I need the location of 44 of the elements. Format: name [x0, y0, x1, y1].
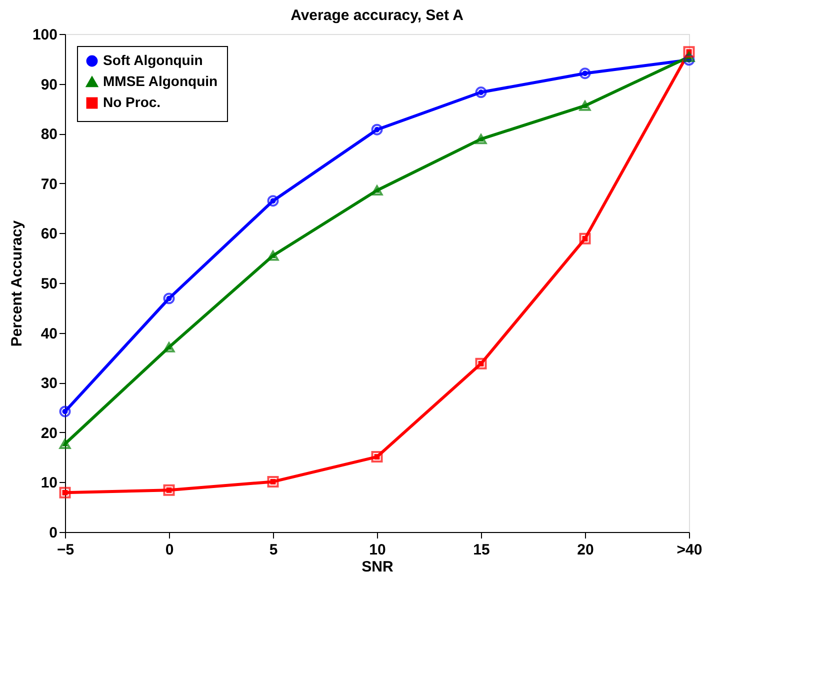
y-tick-label: 20 [40, 424, 58, 442]
y-tick-label: 50 [40, 276, 58, 292]
legend-label: MMSE Algonquin [103, 73, 218, 89]
y-tick-label: 40 [40, 325, 58, 342]
point [579, 100, 591, 111]
point [579, 232, 591, 244]
y-axis-title: Percent Accuracy [8, 220, 26, 347]
point [163, 342, 175, 352]
x-tick-label: >40 [676, 542, 702, 558]
y-tick-label: 0 [49, 524, 58, 542]
point [267, 195, 279, 207]
point [683, 52, 695, 62]
point [475, 358, 487, 370]
point [59, 438, 71, 449]
point [371, 185, 383, 196]
point [163, 292, 175, 304]
point [475, 134, 487, 144]
point [59, 486, 71, 498]
x-tick-label: −5 [56, 542, 74, 558]
point [579, 68, 591, 80]
legend-label: Soft Algonquin [103, 52, 203, 68]
y-tick-label: 30 [40, 375, 58, 392]
point [267, 250, 279, 261]
point [371, 124, 383, 136]
x-axis-title: SNR [362, 558, 394, 576]
legend-label: No Proc. [103, 94, 161, 110]
y-tick-label: 10 [40, 474, 58, 492]
point [163, 484, 175, 496]
x-tick-label: 20 [577, 542, 594, 558]
y-tick-label: 100 [32, 26, 58, 44]
x-tick-label: 10 [369, 542, 386, 558]
point [267, 476, 279, 488]
x-tick-label: 15 [473, 542, 490, 558]
y-tick-label: 70 [40, 176, 58, 193]
chart-title: Average accuracy, Set A [290, 7, 464, 24]
x-tick-label: 5 [269, 542, 278, 558]
y-tick-label: 60 [40, 226, 58, 243]
point [475, 86, 487, 98]
point [371, 451, 383, 463]
y-tick-label: 80 [40, 126, 58, 144]
x-tick-label: 0 [165, 542, 174, 558]
point [683, 46, 695, 58]
point [59, 406, 71, 418]
y-tick-label: 90 [40, 76, 58, 94]
